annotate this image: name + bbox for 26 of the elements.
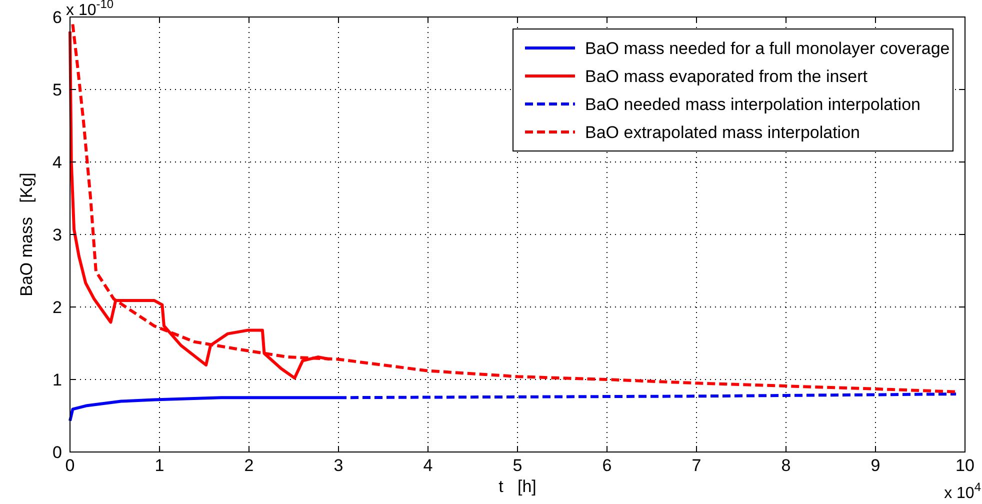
x-tick-label: 9: [870, 456, 880, 475]
x-tick-label: 0: [65, 456, 75, 475]
x-tick-label: 3: [334, 456, 344, 475]
x-tick-label: 10: [956, 456, 974, 475]
y-tick-label: 6: [52, 8, 62, 27]
x-tick-label: 4: [423, 456, 433, 475]
text: x 10$^{4}$: [944, 480, 982, 502]
legend-label: BaO mass evaporated from the insert: [585, 67, 868, 86]
x-tick-label: 1: [154, 456, 164, 475]
legend-label: BaO needed mass interpolation interpolation: [585, 95, 920, 114]
x-tick-label: 2: [244, 456, 254, 475]
x-tick-label: 7: [692, 456, 702, 475]
legend-label: BaO mass needed for a full monolayer coverage: [585, 39, 950, 58]
y-tick-label: 2: [52, 298, 62, 317]
line-series: [71, 22, 958, 394]
y-tick-label: 3: [52, 226, 62, 244]
legend-label: BaO extrapolated mass interpolation: [585, 123, 860, 142]
x-tick-label: 6: [602, 456, 612, 475]
y-tick-label: 0: [52, 443, 62, 462]
y-tick-label: 1: [52, 370, 62, 390]
y-tick-label: 4: [52, 153, 62, 172]
x-tick-label: 8: [781, 456, 791, 475]
x-axis-title: t [h]: [498, 477, 536, 496]
y-axis-title: BaO mass [Kg]: [17, 172, 36, 296]
x-tick-label: 5: [512, 456, 522, 475]
y-tick-label: 5: [52, 80, 62, 100]
